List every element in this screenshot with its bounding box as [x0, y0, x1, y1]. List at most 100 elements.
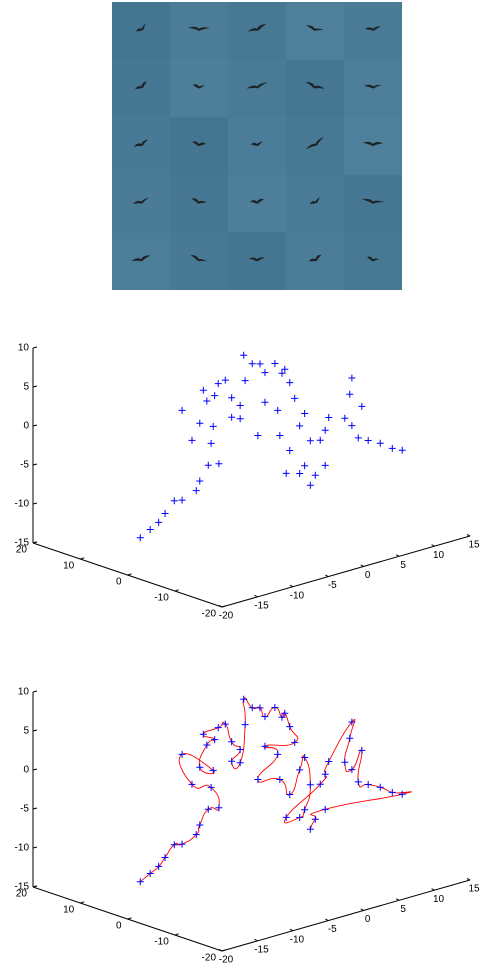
image-tile — [112, 232, 170, 290]
x-tick — [361, 909, 364, 911]
data-point — [283, 814, 290, 821]
z-tick — [33, 425, 37, 426]
data-point — [296, 766, 303, 773]
x-tick — [467, 535, 470, 537]
data-point — [307, 781, 314, 788]
x-tick-label: 0 — [365, 914, 371, 925]
z-tick-label: 10 — [18, 687, 30, 698]
data-point — [257, 360, 264, 367]
data-point — [283, 470, 290, 477]
data-point — [237, 415, 244, 422]
z-tick-label: -10 — [15, 499, 30, 510]
data-point — [346, 391, 353, 398]
data-point — [237, 759, 244, 766]
x-tick-label: -20 — [219, 955, 234, 966]
image-tile — [286, 175, 344, 233]
data-point — [240, 696, 247, 703]
y-tick-label: -20 — [202, 953, 217, 964]
x-tick — [219, 950, 222, 952]
data-point — [399, 791, 406, 798]
data-point — [358, 403, 365, 410]
data-point — [162, 510, 169, 517]
y-tick-label: 10 — [63, 905, 75, 916]
data-point — [276, 432, 283, 439]
data-point — [322, 427, 329, 434]
data-point — [348, 422, 355, 429]
x-tick — [432, 545, 435, 547]
data-point — [317, 437, 324, 444]
bird-image-grid — [112, 2, 402, 290]
data-point — [346, 735, 353, 742]
data-point — [355, 778, 362, 785]
data-point — [325, 414, 332, 421]
z-tick — [33, 730, 37, 731]
x-tick-label: -10 — [290, 590, 305, 601]
x-tick — [396, 899, 399, 901]
image-tile — [286, 117, 344, 175]
image-tile — [228, 175, 286, 233]
data-point — [322, 462, 329, 469]
data-point — [274, 407, 281, 414]
data-point — [399, 447, 406, 454]
data-point — [240, 352, 247, 359]
data-point — [322, 771, 329, 778]
y-tick — [128, 574, 132, 575]
data-point — [203, 397, 210, 404]
x-tick — [254, 939, 257, 941]
x-tick-label: -20 — [219, 611, 234, 622]
data-point — [228, 394, 235, 401]
data-point — [228, 758, 235, 765]
z-tick — [33, 386, 37, 387]
y-tick-label: 10 — [63, 561, 75, 572]
data-point — [179, 407, 186, 414]
image-tile — [112, 60, 170, 118]
data-point — [377, 784, 384, 791]
y-tick — [175, 590, 179, 591]
x-tick-label: -15 — [254, 944, 269, 955]
data-point — [312, 472, 319, 479]
data-point — [196, 477, 203, 484]
x-tick — [325, 575, 328, 577]
data-point — [249, 360, 256, 367]
x-tick-label: -10 — [290, 934, 305, 945]
z-tick-label: 0 — [23, 765, 29, 776]
data-point — [312, 816, 319, 823]
data-point — [171, 497, 178, 504]
x-tick-label: -5 — [328, 580, 337, 591]
data-point — [389, 445, 396, 452]
x-tick-label: 5 — [400, 560, 406, 571]
data-point — [296, 814, 303, 821]
x-tick — [467, 879, 470, 881]
data-point — [286, 447, 293, 454]
data-point — [222, 377, 229, 384]
y-tick-label: 20 — [16, 889, 28, 900]
y-tick — [80, 558, 84, 559]
z-tick-label: -10 — [15, 843, 30, 854]
data-point — [296, 470, 303, 477]
data-point — [242, 721, 249, 728]
data-point — [215, 380, 222, 387]
data-point — [296, 422, 303, 429]
z-tick-label: 0 — [23, 421, 29, 432]
data-point — [257, 704, 264, 711]
data-point — [276, 776, 283, 783]
x-tick-label: 15 — [468, 540, 480, 551]
data-point — [162, 854, 169, 861]
x-axis — [222, 536, 470, 607]
data-point — [377, 440, 384, 447]
data-point — [155, 519, 162, 526]
data-point — [261, 369, 268, 376]
data-point — [215, 460, 222, 467]
y-tick — [222, 606, 226, 607]
data-point — [215, 724, 222, 731]
data-point — [301, 462, 308, 469]
data-point — [389, 789, 396, 796]
z-tick-label: -5 — [20, 460, 29, 471]
data-point — [196, 764, 203, 771]
y-tick-label: 0 — [116, 921, 122, 932]
trajectory-curve — [140, 698, 411, 882]
data-point — [210, 423, 217, 430]
x-tick — [254, 595, 257, 597]
data-point — [203, 741, 210, 748]
data-point — [208, 440, 215, 447]
